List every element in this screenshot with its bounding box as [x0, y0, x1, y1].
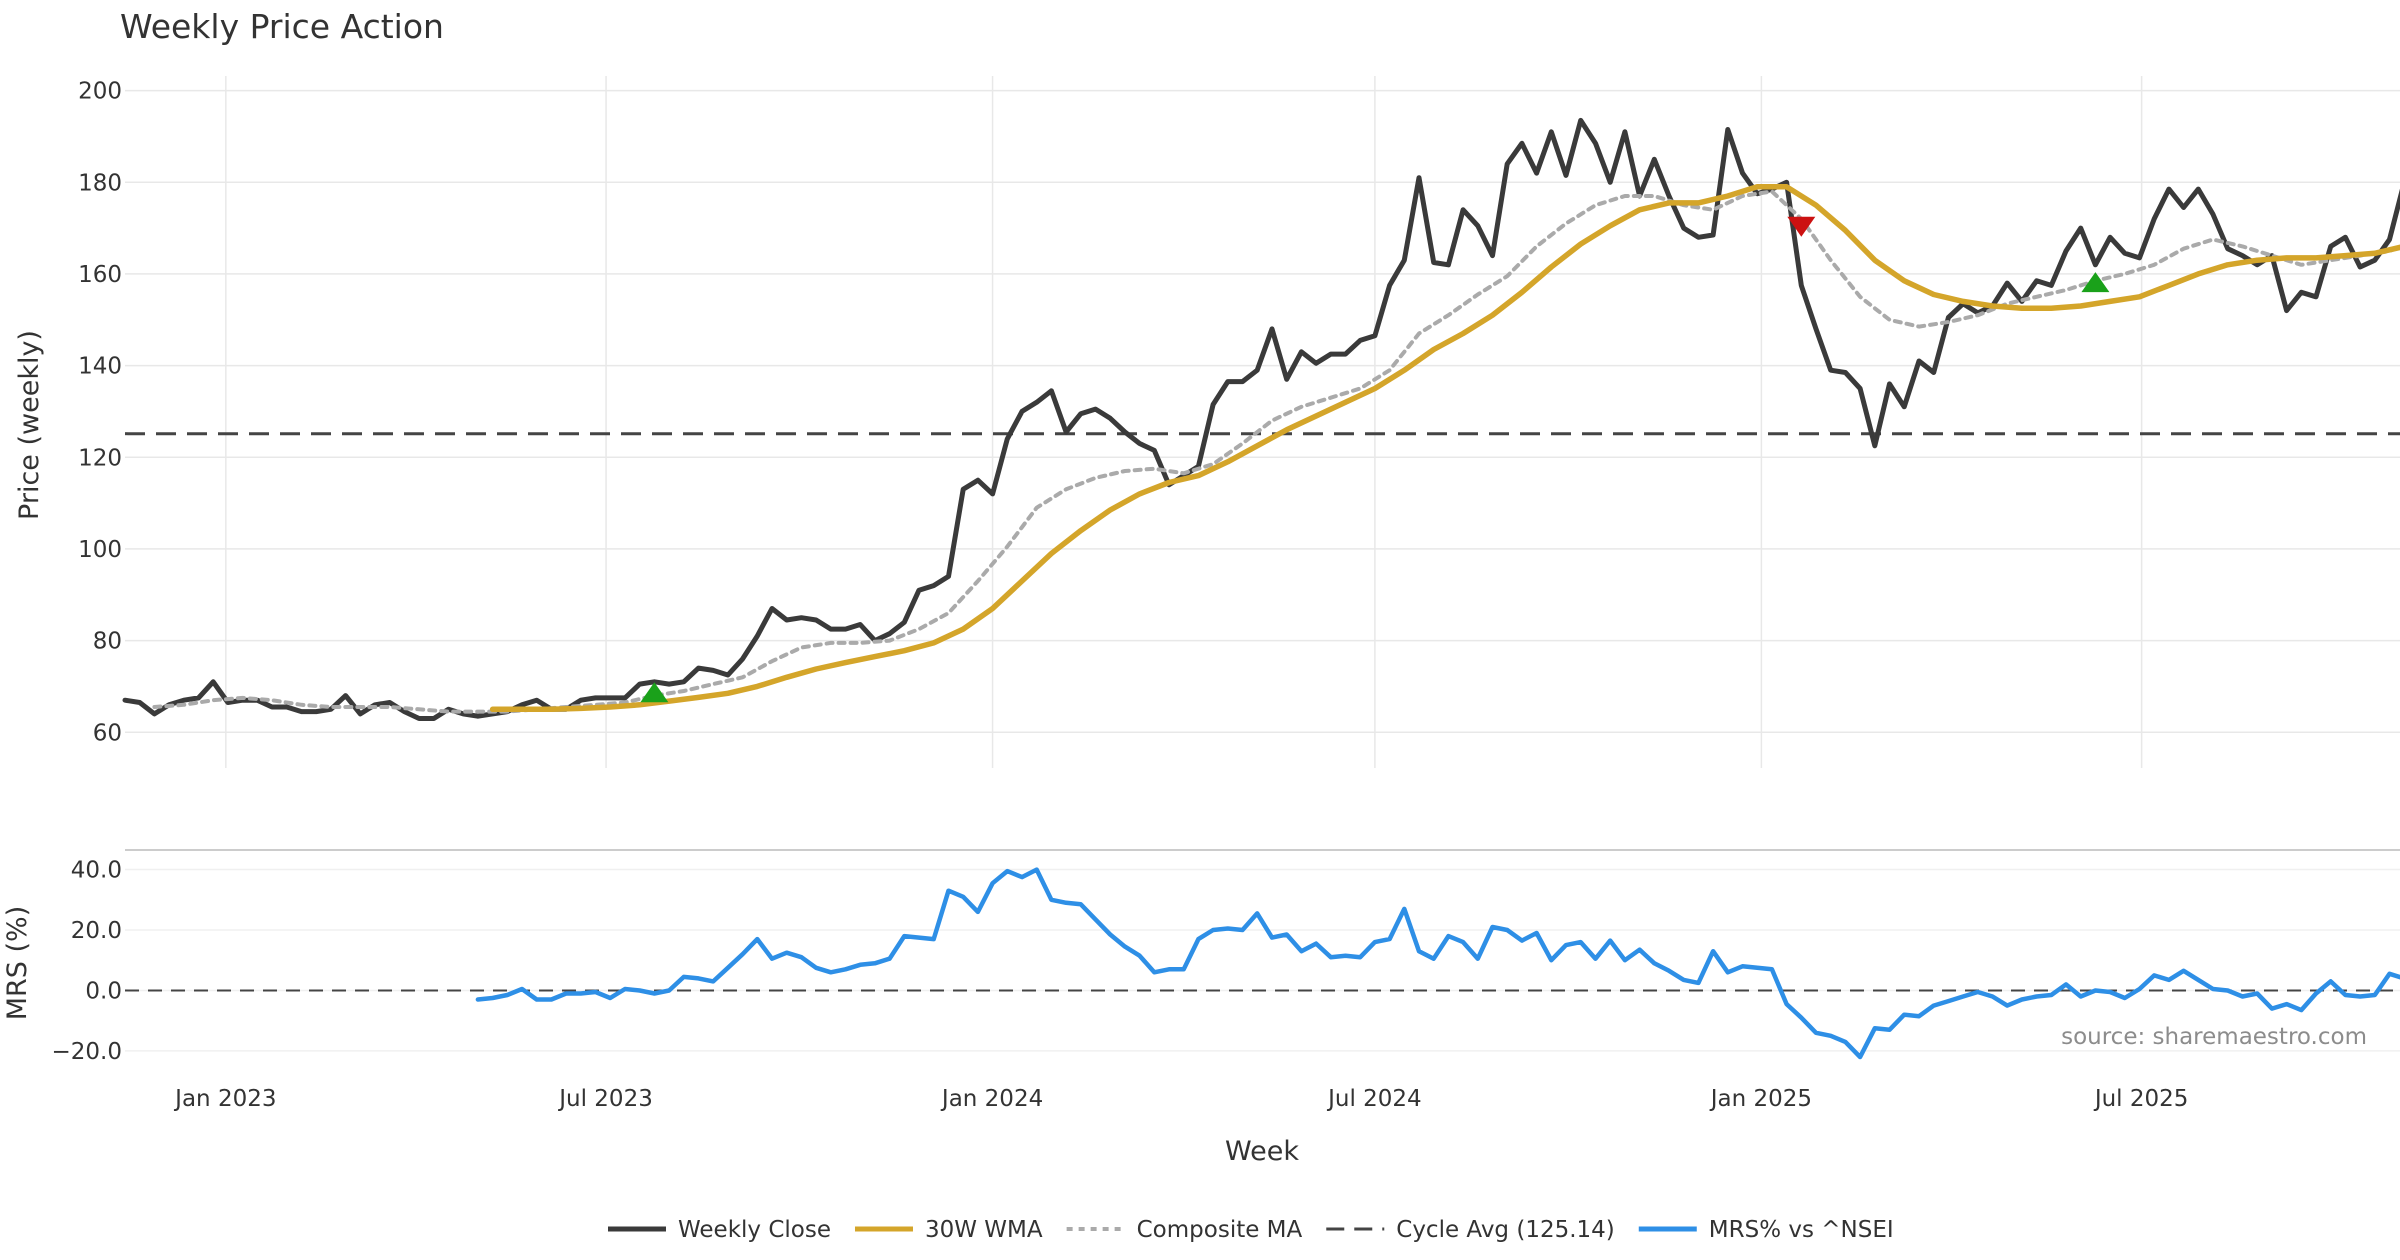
legend-label-wma: 30W WMA	[925, 1217, 1043, 1243]
legend-label-mrs: MRS% vs ^NSEI	[1709, 1217, 1894, 1243]
price-tick-label: 200	[78, 79, 122, 105]
mrs-tick-label: 0.0	[85, 978, 122, 1004]
legend-label-close: Weekly Close	[678, 1217, 831, 1243]
mrs-series	[475, 867, 2400, 1060]
price-axis: 60 80 100 120 140 160 180 200	[78, 79, 122, 747]
x-tick-label: Jul 2023	[557, 1086, 653, 1112]
price-tick-label: 120	[78, 445, 122, 471]
mrs-tick-label: 20.0	[71, 918, 122, 944]
sell-signal-marker	[1787, 216, 1816, 237]
mrs-grid	[125, 868, 2400, 1052]
buy-signal-marker	[640, 682, 669, 703]
price-tick-label: 100	[78, 537, 122, 563]
series-wma-line	[489, 184, 2400, 713]
x-tick-label: Jan 2024	[940, 1086, 1043, 1112]
chart-title: Weekly Price Action	[120, 7, 444, 46]
mrs-tick-label: 40.0	[71, 858, 122, 884]
price-tick-label: 140	[78, 354, 122, 380]
x-tick-label: Jan 2025	[1709, 1086, 1812, 1112]
mrs-axis-label: MRS (%)	[2, 906, 33, 1021]
series-mrs-line	[475, 867, 2400, 1060]
source-note: source: sharemaestro.com	[2061, 1024, 2367, 1050]
series-close-line	[122, 117, 2400, 721]
mrs-axis: −20.0 0.0 20.0 40.0	[52, 858, 122, 1065]
price-series	[122, 117, 2400, 721]
x-tick-label: Jul 2025	[2093, 1086, 2189, 1112]
x-axis: Jan 2023 Jul 2023 Jan 2024 Jul 2024 Jan 2025…	[173, 1086, 2188, 1112]
legend: Weekly Close 30W WMA Composite MA Cycle Avg…	[608, 1217, 1894, 1243]
mrs-tick-label: −20.0	[52, 1039, 122, 1065]
price-tick-label: 180	[78, 170, 122, 196]
buy-signal-marker	[2081, 272, 2110, 293]
x-tick-label: Jan 2023	[173, 1086, 276, 1112]
price-axis-label: Price (weekly)	[14, 330, 45, 520]
trade-signals	[640, 216, 2110, 703]
price-tick-label: 60	[93, 720, 122, 746]
x-axis-label: Week	[1225, 1136, 1299, 1167]
legend-label-cycle: Cycle Avg (125.14)	[1396, 1217, 1615, 1243]
series-composite-line	[152, 189, 2400, 714]
price-panel: 60 80 100 120 140 160 180 200	[78, 76, 2400, 768]
legend-label-composite: Composite MA	[1137, 1217, 1303, 1243]
price-tick-label: 80	[93, 629, 122, 655]
mrs-panel: −20.0 0.0 20.0 40.0	[52, 858, 2400, 1065]
x-tick-label: Jul 2024	[1326, 1086, 1422, 1112]
price-tick-label: 160	[78, 262, 122, 288]
price-grid	[125, 76, 2400, 768]
